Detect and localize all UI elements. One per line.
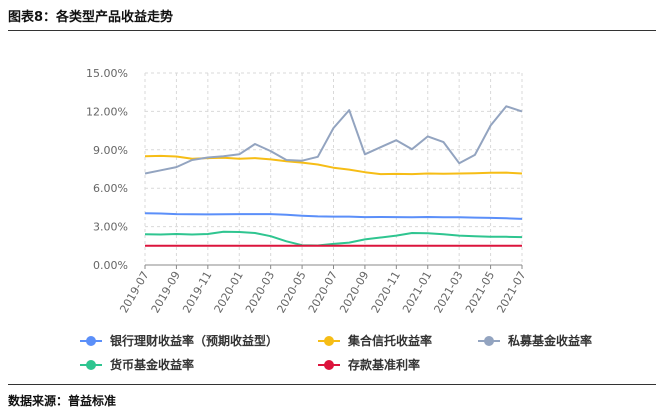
series-line-2 [144, 105, 523, 175]
x-tick-label: 2021-03 [432, 269, 466, 315]
legend-label: 货币基金收益率 [110, 357, 194, 372]
x-tick-label: 2019-09 [149, 269, 183, 315]
x-tick-label: 2019-11 [180, 269, 214, 315]
legend-swatch-dot [484, 336, 494, 346]
series-lines [144, 105, 523, 247]
legend-label: 私募基金收益率 [507, 333, 592, 348]
series-line-0 [144, 212, 523, 220]
figure-title: 图表8：各类型产品收益走势 [8, 10, 174, 25]
legend-swatch-dot [324, 336, 334, 346]
x-tick-label: 2020-03 [243, 269, 277, 315]
y-tick-label: 0.00% [93, 259, 128, 272]
x-tick-label: 2020-09 [337, 269, 371, 315]
legend-swatch-dot [324, 360, 334, 370]
legend-label: 集合信托收益率 [347, 333, 432, 348]
y-tick-label: 12.00% [86, 105, 128, 118]
x-tick-label: 2021-01 [400, 269, 434, 315]
x-tick-label: 2021-05 [463, 269, 497, 315]
legend-swatch-dot [86, 336, 96, 346]
x-tick-label: 2020-11 [369, 269, 403, 315]
y-tick-label: 15.00% [86, 67, 128, 80]
y-tick-label: 6.00% [93, 182, 128, 195]
source-value: 普益标准 [68, 394, 117, 408]
x-tick-label: 2019-07 [117, 269, 151, 315]
x-tick-label: 2020-07 [306, 269, 340, 315]
source-note: 数据来源：普益标准 [8, 392, 116, 409]
top-rule [8, 30, 656, 31]
legend-swatch-dot [86, 360, 96, 370]
x-tick-label: 2020-01 [212, 269, 246, 315]
axes: 0.00%3.00%6.00%9.00%12.00%15.00%2019-072… [86, 67, 529, 315]
x-tick-label: 2021-07 [494, 269, 528, 315]
y-tick-label: 3.00% [93, 221, 128, 234]
grid-lines [144, 72, 523, 265]
y-tick-label: 9.00% [93, 144, 128, 157]
x-tick-label: 2020-05 [274, 269, 308, 315]
legend-label: 银行理财收益率（预期收益型） [110, 333, 278, 348]
legend-label: 存款基准利率 [347, 357, 420, 372]
source-label: 数据来源： [8, 394, 69, 408]
line-chart: 0.00%3.00%6.00%9.00%12.00%15.00%2019-072… [80, 67, 592, 372]
bottom-rule [8, 384, 656, 385]
series-line-3 [144, 230, 523, 247]
